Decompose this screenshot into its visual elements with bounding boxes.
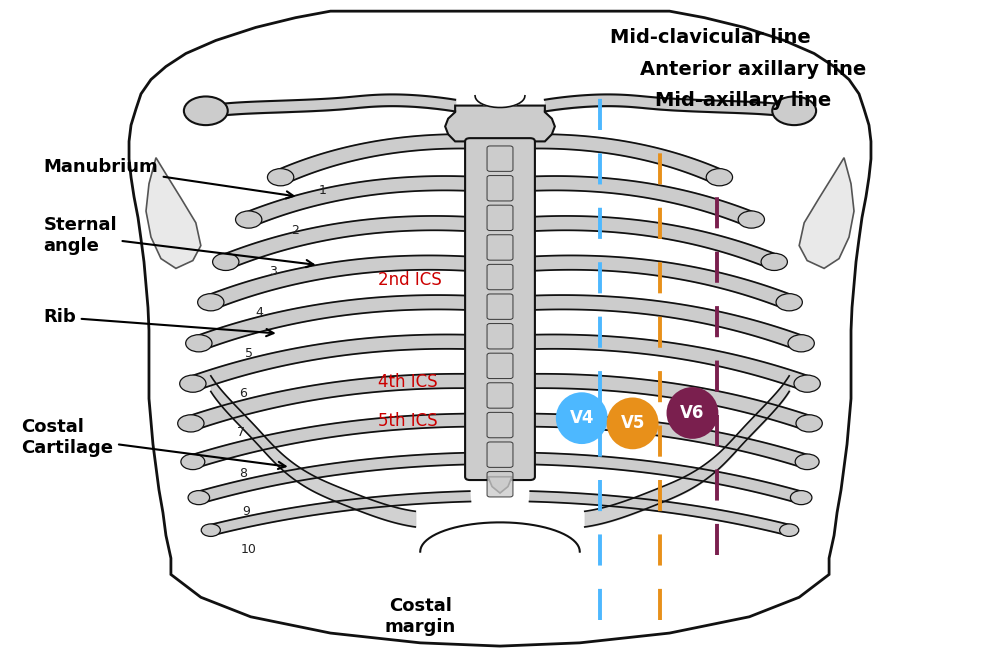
Text: 5th ICS: 5th ICS [378,413,438,430]
Ellipse shape [556,392,608,444]
Text: Mid-axillary line: Mid-axillary line [655,91,831,110]
FancyBboxPatch shape [487,264,513,290]
Polygon shape [193,295,471,349]
Circle shape [738,211,764,228]
Text: 7: 7 [237,426,245,439]
FancyBboxPatch shape [487,205,513,231]
Polygon shape [530,413,811,468]
Circle shape [180,375,206,392]
Text: Mid-clavicular line: Mid-clavicular line [610,27,810,46]
Circle shape [761,253,787,271]
Polygon shape [529,256,795,309]
Circle shape [795,454,819,470]
Polygon shape [799,158,854,268]
Polygon shape [530,374,814,430]
Text: Anterior axillary line: Anterior axillary line [640,60,866,79]
Polygon shape [475,96,525,107]
FancyBboxPatch shape [487,383,513,408]
FancyBboxPatch shape [487,146,513,171]
FancyBboxPatch shape [487,472,513,497]
Text: 4: 4 [256,305,264,318]
Circle shape [186,335,212,352]
Text: 10: 10 [241,543,257,556]
Polygon shape [220,216,471,268]
Circle shape [794,375,820,392]
Circle shape [796,415,822,432]
Ellipse shape [607,398,659,449]
FancyBboxPatch shape [487,294,513,319]
Polygon shape [189,413,470,468]
Circle shape [236,211,262,228]
Polygon shape [208,491,470,535]
Circle shape [780,524,799,536]
Polygon shape [188,334,470,390]
Polygon shape [445,105,555,141]
Text: V6: V6 [680,404,705,422]
Text: 8: 8 [239,467,247,480]
Text: 4th ICS: 4th ICS [378,373,438,391]
Text: Costal
Cartilage: Costal Cartilage [21,419,286,469]
Polygon shape [530,134,725,183]
Polygon shape [146,158,201,268]
Polygon shape [205,256,471,309]
Circle shape [178,415,204,432]
Circle shape [198,294,224,311]
FancyBboxPatch shape [487,413,513,438]
Text: Costal
margin: Costal margin [385,597,456,636]
FancyBboxPatch shape [487,442,513,468]
FancyBboxPatch shape [487,324,513,349]
Circle shape [706,169,733,186]
Text: V4: V4 [570,409,594,427]
Circle shape [188,490,210,505]
Circle shape [201,524,220,536]
FancyBboxPatch shape [487,175,513,201]
Text: Manubrium: Manubrium [43,158,294,199]
Circle shape [267,169,294,186]
Polygon shape [275,134,470,183]
Text: 1: 1 [319,184,326,197]
Text: 5: 5 [245,347,253,360]
Polygon shape [488,477,512,493]
Polygon shape [529,176,757,226]
Circle shape [776,294,802,311]
Circle shape [213,253,239,271]
Polygon shape [529,295,807,349]
Polygon shape [129,11,871,646]
Circle shape [772,97,816,125]
Text: Rib: Rib [43,308,274,336]
FancyBboxPatch shape [487,353,513,379]
Text: 2nd ICS: 2nd ICS [378,271,442,289]
Circle shape [181,454,205,470]
Text: 6: 6 [239,387,247,400]
FancyBboxPatch shape [487,235,513,260]
Text: 2: 2 [291,224,299,237]
Text: V5: V5 [620,415,645,432]
Text: Sternal
angle: Sternal angle [43,216,313,267]
Text: 3: 3 [269,265,277,278]
Polygon shape [195,453,470,503]
Circle shape [184,97,228,125]
Polygon shape [530,491,792,535]
Polygon shape [530,334,812,390]
Ellipse shape [667,387,718,439]
Polygon shape [186,374,470,430]
Circle shape [790,490,812,505]
Text: 9: 9 [242,506,250,519]
FancyBboxPatch shape [465,138,535,480]
Polygon shape [243,176,471,226]
Polygon shape [530,453,805,503]
Circle shape [788,335,814,352]
Polygon shape [529,216,780,268]
